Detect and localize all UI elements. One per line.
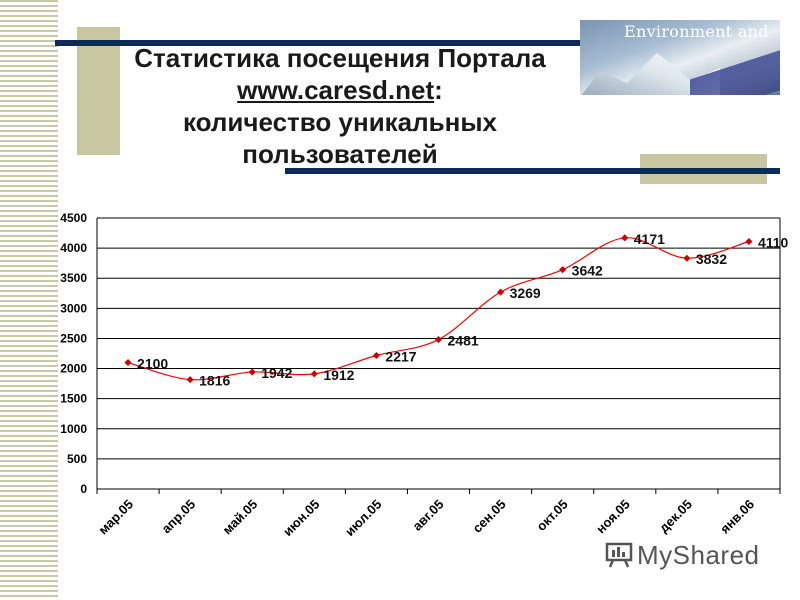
title-url-link[interactable]: www.caresd.net xyxy=(237,75,435,105)
image-caption: Environment and xyxy=(624,22,769,41)
data-label: 3832 xyxy=(696,251,727,267)
data-point-marker xyxy=(434,336,443,344)
title-line-1: Статистика посещения Портала xyxy=(134,43,546,73)
x-tick-label: июн.05 xyxy=(280,497,322,539)
data-label: 4171 xyxy=(634,231,665,247)
title-line-4: пользователей xyxy=(242,139,438,169)
data-point-marker xyxy=(683,254,691,262)
watermark-text: MyShared xyxy=(637,539,760,570)
data-label: 3269 xyxy=(510,285,541,301)
data-label: 1942 xyxy=(261,365,292,381)
y-tick-label: 1500 xyxy=(60,392,87,406)
data-label: 3642 xyxy=(572,263,603,279)
x-tick-label: окт.05 xyxy=(534,497,571,534)
title-line-3: количество уникальных xyxy=(182,107,498,137)
data-point-marker xyxy=(745,237,753,246)
data-point-marker xyxy=(186,376,194,384)
decorative-block-left xyxy=(77,27,120,155)
title-colon: : xyxy=(434,75,443,105)
watermark: MyShared xyxy=(605,538,760,572)
y-tick-label: 2000 xyxy=(60,362,87,376)
presentation-icon xyxy=(605,542,633,568)
y-tick-label: 3000 xyxy=(60,301,87,315)
y-tick-label: 500 xyxy=(67,452,87,466)
x-tick-label: мар.05 xyxy=(95,497,136,538)
slide-title: Статистика посещения Портала www.caresd.… xyxy=(90,42,590,170)
x-tick-label: авг.05 xyxy=(410,497,447,534)
y-tick-label: 4500 xyxy=(60,211,87,225)
y-tick-label: 1000 xyxy=(60,422,87,436)
data-label: 1912 xyxy=(323,367,354,383)
y-tick-label: 3500 xyxy=(60,271,87,285)
data-point-marker xyxy=(248,368,256,376)
data-label: 2100 xyxy=(137,356,168,372)
decorative-stripes xyxy=(0,0,58,600)
data-point-marker xyxy=(497,288,505,296)
data-point-marker xyxy=(310,370,318,378)
data-point-marker xyxy=(621,234,629,242)
environment-header-image: Environment and xyxy=(580,20,780,95)
data-label: 1816 xyxy=(199,373,230,389)
data-label: 4110 xyxy=(758,234,789,250)
x-tick-label: июл.05 xyxy=(342,497,385,540)
data-label: 2481 xyxy=(448,333,479,349)
y-tick-label: 2500 xyxy=(60,331,87,345)
x-tick-label: ноя.05 xyxy=(593,497,633,537)
x-tick-label: сен.05 xyxy=(470,497,509,536)
data-point-marker xyxy=(372,351,380,360)
decorative-bar-bottom xyxy=(285,168,780,174)
x-tick-label: апр.05 xyxy=(159,497,199,537)
decorative-bar-top xyxy=(55,40,595,46)
x-tick-label: янв.06 xyxy=(717,497,757,537)
y-tick-label: 0 xyxy=(80,482,87,496)
x-tick-label: дек.05 xyxy=(656,497,695,536)
data-point-marker xyxy=(124,358,132,367)
y-tick-label: 4000 xyxy=(60,241,87,255)
title-line-2: www.caresd.net: xyxy=(90,74,590,106)
x-tick-label: май.05 xyxy=(220,497,261,538)
data-point-marker xyxy=(559,266,567,274)
data-label: 2217 xyxy=(385,348,416,364)
